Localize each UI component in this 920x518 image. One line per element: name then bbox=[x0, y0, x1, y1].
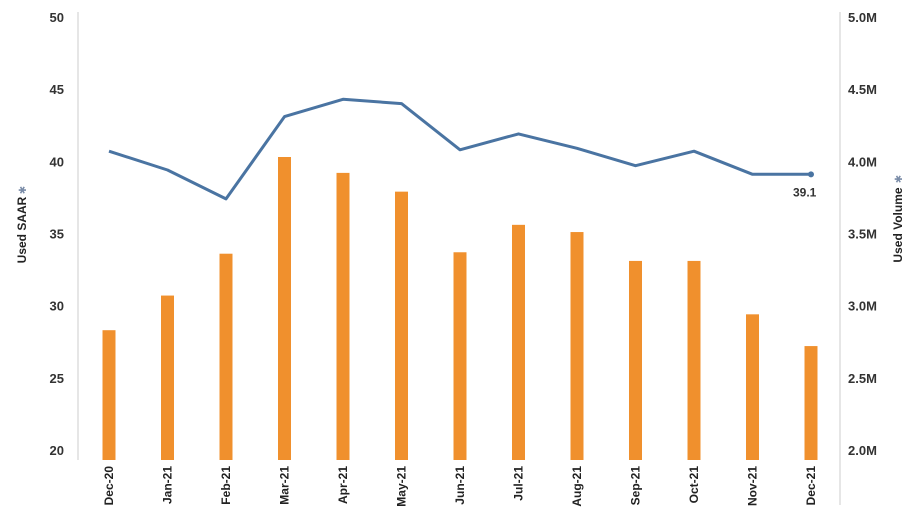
x-label-group: Jan-21 bbox=[161, 466, 175, 504]
right-tick-label: 2.5M bbox=[848, 371, 877, 386]
left-tick-label: 50 bbox=[50, 10, 64, 25]
x-label-group: Oct-21 bbox=[687, 466, 701, 504]
line-point-Dec-21 bbox=[808, 171, 814, 178]
line-series: 39.1 bbox=[108, 97, 817, 201]
right-tick-label: 3.5M bbox=[848, 227, 877, 242]
bars-series bbox=[102, 157, 818, 461]
x-tick-label: Feb-21 bbox=[219, 466, 233, 505]
x-tick-label: Jun-21 bbox=[453, 466, 467, 505]
left-tick-label: 25 bbox=[50, 371, 64, 386]
bar-Aug-21 bbox=[570, 232, 584, 460]
left-tick-label: 35 bbox=[50, 227, 64, 242]
x-label-group: Dec-20 bbox=[102, 466, 116, 506]
asterisk-icon: ✱ bbox=[894, 175, 905, 183]
left-axis-ticks: 20 25 30 35 40 45 50 bbox=[50, 10, 64, 458]
right-tick-label: 2.0M bbox=[848, 443, 877, 458]
left-tick-label: 40 bbox=[50, 154, 64, 169]
x-tick-label: Jan-21 bbox=[161, 466, 175, 504]
x-label-group: Mar-21 bbox=[278, 466, 292, 505]
x-tick-label: Jul-21 bbox=[512, 466, 526, 501]
x-tick-label: Dec-21 bbox=[804, 466, 818, 506]
x-label-group: Aug-21 bbox=[570, 466, 584, 507]
x-axis-labels: Dec-20 Jan-21 Feb-21 Mar-21 Apr-21 May-21 Jun-… bbox=[102, 466, 818, 507]
right-tick-label: 4.5M bbox=[848, 82, 877, 97]
right-tick-label: 5.0M bbox=[848, 10, 877, 25]
right-tick-label: 4.0M bbox=[848, 154, 877, 169]
left-tick-label: 20 bbox=[50, 443, 64, 458]
bar-May-21 bbox=[395, 191, 408, 461]
x-tick-label: May-21 bbox=[395, 466, 409, 507]
x-label-group: Jun-21 bbox=[453, 466, 467, 505]
x-tick-label: Apr-21 bbox=[336, 466, 350, 504]
line-path bbox=[108, 97, 811, 201]
bar-Sep-21 bbox=[629, 260, 642, 460]
right-axis-ticks: 2.0M 2.5M 3.0M 3.5M 4.0M 4.5M 5.0M bbox=[848, 10, 877, 458]
x-label-group: Jul-21 bbox=[512, 466, 526, 501]
bar-Nov-21 bbox=[746, 314, 759, 460]
x-label-group: Apr-21 bbox=[336, 466, 350, 504]
bar-Jul-21 bbox=[512, 224, 525, 460]
right-tick-label: 3.0M bbox=[848, 299, 877, 314]
bar-Jun-21 bbox=[453, 252, 467, 460]
x-tick-label: Nov-21 bbox=[746, 466, 760, 506]
x-label-group: Dec-21 bbox=[804, 466, 818, 506]
bar-Dec-20 bbox=[102, 330, 116, 460]
right-axis-title: Used Volume bbox=[891, 187, 905, 262]
asterisk-icon: ✱ bbox=[18, 186, 29, 194]
bar-Apr-21 bbox=[336, 172, 350, 460]
x-label-group: Sep-21 bbox=[629, 466, 643, 506]
bar-Jan-21 bbox=[161, 295, 174, 460]
x-label-group: Feb-21 bbox=[219, 466, 233, 505]
x-tick-label: Sep-21 bbox=[629, 466, 643, 506]
left-tick-label: 30 bbox=[50, 299, 64, 314]
bar-Mar-21 bbox=[278, 157, 291, 460]
left-tick-label: 45 bbox=[50, 82, 64, 97]
left-axis-title-text: Used SAAR bbox=[15, 196, 29, 263]
bar-Feb-21 bbox=[219, 253, 233, 460]
bar-Dec-21 bbox=[804, 346, 818, 460]
x-tick-label: Dec-20 bbox=[102, 466, 116, 506]
line-end-label: 39.1 bbox=[793, 185, 817, 199]
x-tick-label: Aug-21 bbox=[570, 466, 584, 507]
left-axis-title: Used SAAR bbox=[15, 196, 29, 263]
x-tick-label: Mar-21 bbox=[278, 466, 292, 505]
bar-Oct-21 bbox=[687, 260, 701, 460]
x-label-group: May-21 bbox=[395, 466, 409, 507]
right-axis-title-text: Used Volume bbox=[891, 187, 905, 262]
x-tick-label: Oct-21 bbox=[687, 466, 701, 504]
right-axis-title-icon: ✱ bbox=[894, 175, 905, 183]
x-label-group: Nov-21 bbox=[746, 466, 760, 506]
left-axis-title-icon: ✱ bbox=[18, 186, 29, 194]
